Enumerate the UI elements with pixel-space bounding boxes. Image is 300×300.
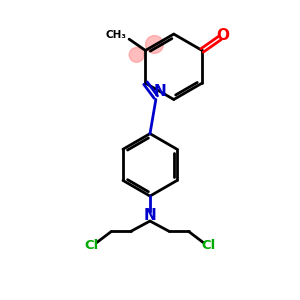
Text: Cl: Cl <box>202 238 216 252</box>
Text: N: N <box>153 84 166 99</box>
Circle shape <box>146 36 164 53</box>
Text: Cl: Cl <box>84 238 98 252</box>
Text: N: N <box>144 208 156 224</box>
Circle shape <box>129 47 144 62</box>
Text: CH₃: CH₃ <box>106 30 127 40</box>
Text: O: O <box>216 28 230 43</box>
